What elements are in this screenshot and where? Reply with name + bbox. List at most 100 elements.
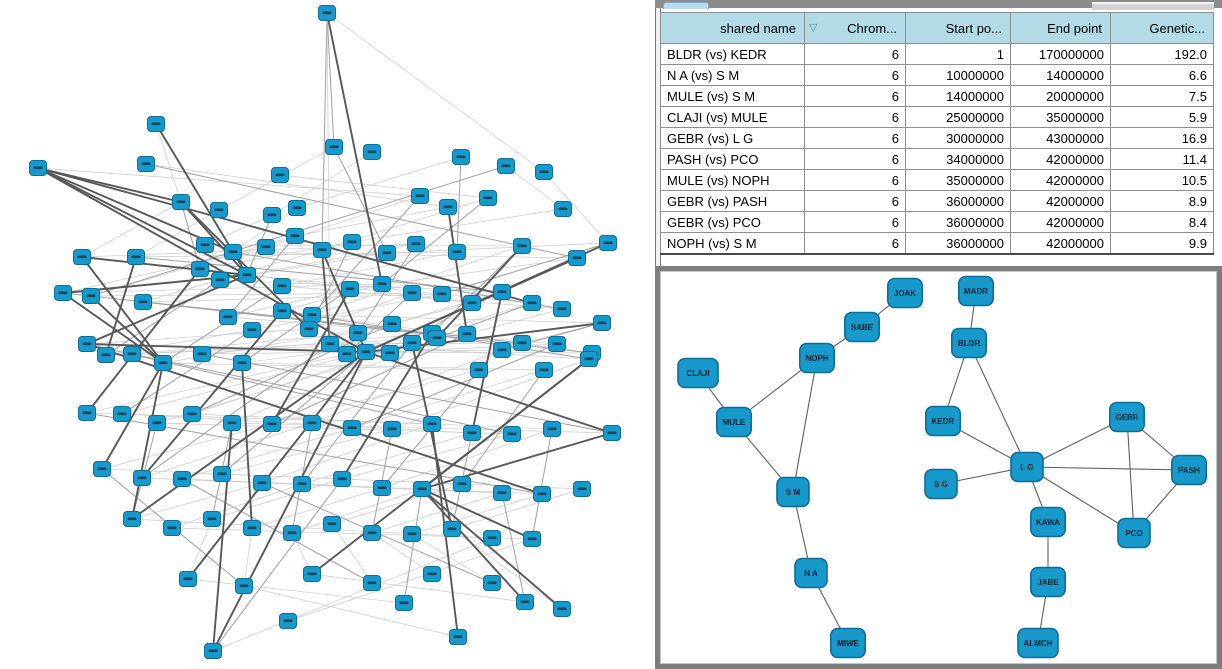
network-node[interactable] <box>357 344 375 360</box>
network-node[interactable]: PASH <box>1171 454 1208 486</box>
network-node[interactable] <box>313 242 331 258</box>
tab-fragment[interactable] <box>663 2 709 9</box>
table-row[interactable]: NOPH (vs) S M 6 36000000 42000000 9.9 <box>660 232 1214 255</box>
network-node[interactable] <box>29 160 47 176</box>
cell-genetic[interactable]: 5.9 <box>1110 106 1214 128</box>
network-node[interactable] <box>82 288 100 304</box>
cell-end-point[interactable]: 20000000 <box>1010 85 1111 107</box>
network-node[interactable] <box>257 239 275 255</box>
network-node[interactable] <box>137 156 155 172</box>
network-node[interactable] <box>173 471 191 487</box>
network-node[interactable] <box>439 199 457 215</box>
network-node[interactable] <box>568 250 586 266</box>
network-node[interactable] <box>191 261 209 277</box>
network-node[interactable] <box>497 158 515 174</box>
network-node[interactable] <box>523 295 541 311</box>
network-node[interactable] <box>263 207 281 223</box>
network-node[interactable] <box>263 416 281 432</box>
network-node[interactable] <box>479 190 497 206</box>
cell-end-point[interactable]: 14000000 <box>1010 64 1111 86</box>
network-node[interactable] <box>147 116 165 132</box>
cell-chromosome[interactable]: 6 <box>804 232 906 255</box>
network-node[interactable] <box>179 571 197 587</box>
cell-start-position[interactable]: 36000000 <box>905 211 1011 233</box>
network-view-secondary[interactable]: JOAK SABE NOPH CLAJI MULE S M N A MIWE MADR BLDR K… <box>660 271 1217 664</box>
network-node[interactable] <box>211 272 229 288</box>
cell-start-position[interactable]: 30000000 <box>905 127 1011 149</box>
network-node[interactable] <box>93 461 111 477</box>
network-node[interactable] <box>279 613 297 629</box>
network-node[interactable]: JABE <box>1030 566 1067 598</box>
network-node[interactable] <box>463 295 481 311</box>
network-node[interactable] <box>395 595 413 611</box>
table-row[interactable]: BLDR (vs) KEDR 6 1 170000000 192.0 <box>660 43 1214 65</box>
cell-start-position[interactable]: 14000000 <box>905 85 1011 107</box>
cell-end-point[interactable]: 42000000 <box>1010 232 1111 255</box>
network-node[interactable] <box>483 575 501 591</box>
cell-chromosome[interactable]: 6 <box>804 85 906 107</box>
network-node[interactable] <box>543 421 561 437</box>
network-node[interactable] <box>378 245 396 261</box>
table-row[interactable]: GEBR (vs) PASH 6 36000000 42000000 8.9 <box>660 190 1214 212</box>
network-node[interactable] <box>323 516 341 532</box>
cell-start-position[interactable]: 1 <box>905 43 1011 65</box>
network-node[interactable] <box>493 342 511 358</box>
network-node[interactable] <box>413 481 431 497</box>
network-node[interactable] <box>238 267 256 283</box>
cell-end-point[interactable]: 42000000 <box>1010 148 1111 170</box>
cell-chromosome[interactable]: 6 <box>804 43 906 65</box>
network-node[interactable]: N A <box>794 557 828 589</box>
network-node[interactable] <box>172 194 190 210</box>
secondary-network-canvas[interactable]: JOAK SABE NOPH CLAJI MULE S M N A MIWE MADR BLDR K… <box>661 272 1216 663</box>
network-node[interactable] <box>123 346 141 362</box>
network-node[interactable]: S M <box>776 476 810 508</box>
network-node[interactable] <box>54 285 72 301</box>
network-node[interactable] <box>593 315 611 331</box>
network-node[interactable] <box>470 362 488 378</box>
network-node[interactable] <box>553 601 571 617</box>
network-node[interactable] <box>383 421 401 437</box>
network-node[interactable] <box>123 511 141 527</box>
cell-end-point[interactable]: 43000000 <box>1010 127 1111 149</box>
cell-genetic[interactable]: 8.4 <box>1110 211 1214 233</box>
network-node[interactable]: KEDR <box>924 405 961 437</box>
cell-genetic[interactable]: 6.6 <box>1110 64 1214 86</box>
cell-shared-name[interactable]: PASH (vs) PCO <box>660 148 805 170</box>
network-node[interactable]: GEBR <box>1109 401 1146 433</box>
network-node[interactable] <box>458 326 476 342</box>
network-node[interactable] <box>163 520 181 536</box>
network-node[interactable] <box>452 149 470 165</box>
filter-icon[interactable]: ▽ <box>809 21 818 34</box>
network-node[interactable] <box>224 244 242 260</box>
network-node[interactable] <box>407 236 425 252</box>
column-header-shared-name[interactable]: shared name <box>660 12 805 44</box>
network-node[interactable] <box>383 316 401 332</box>
network-node[interactable] <box>293 476 311 492</box>
cell-end-point[interactable]: 35000000 <box>1010 106 1111 128</box>
cell-end-point[interactable]: 42000000 <box>1010 169 1111 191</box>
cell-genetic[interactable]: 10.5 <box>1110 169 1214 191</box>
network-node[interactable]: MADR <box>957 275 994 307</box>
table-row[interactable]: GEBR (vs) PCO 6 36000000 42000000 8.4 <box>660 211 1214 233</box>
network-node[interactable] <box>448 244 466 260</box>
table-row[interactable]: PASH (vs) PCO 6 34000000 42000000 11.4 <box>660 148 1214 170</box>
network-node[interactable]: ALMCH <box>1017 627 1059 659</box>
network-node[interactable] <box>463 425 481 441</box>
network-node[interactable] <box>548 336 566 352</box>
network-node[interactable] <box>373 276 391 292</box>
network-node[interactable] <box>303 307 321 323</box>
network-node[interactable] <box>303 415 321 431</box>
cell-chromosome[interactable]: 6 <box>804 64 906 86</box>
table-row[interactable]: MULE (vs) NOPH 6 35000000 42000000 10.5 <box>660 169 1214 191</box>
network-node[interactable] <box>533 486 551 502</box>
table-row[interactable]: GEBR (vs) L G 6 30000000 43000000 16.9 <box>660 127 1214 149</box>
cell-shared-name[interactable]: GEBR (vs) PASH <box>660 190 805 212</box>
network-node[interactable] <box>363 144 381 160</box>
network-node[interactable] <box>233 355 251 371</box>
network-node[interactable] <box>133 470 151 486</box>
network-node[interactable] <box>503 426 521 442</box>
network-node[interactable] <box>338 346 356 362</box>
network-node[interactable]: KAWA <box>1030 506 1067 538</box>
network-node[interactable] <box>554 201 572 217</box>
network-node[interactable] <box>253 475 271 491</box>
